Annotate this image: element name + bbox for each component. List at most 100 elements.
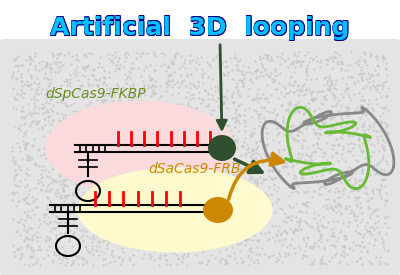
Point xyxy=(308,90,315,94)
Point xyxy=(17,63,24,67)
Point xyxy=(53,110,60,115)
Point xyxy=(207,215,214,220)
Point xyxy=(9,191,16,195)
Point xyxy=(293,228,300,232)
Point xyxy=(20,210,27,214)
Point xyxy=(153,102,159,106)
Point xyxy=(380,148,387,152)
Point xyxy=(296,93,302,97)
Point xyxy=(12,162,18,167)
Point xyxy=(238,211,245,216)
Point xyxy=(318,234,325,238)
Point xyxy=(84,261,90,266)
Point xyxy=(263,158,270,162)
Point xyxy=(290,83,296,87)
Point xyxy=(129,106,135,111)
Point xyxy=(162,112,168,117)
Point xyxy=(260,56,266,60)
Point xyxy=(378,134,384,138)
Point xyxy=(129,191,135,196)
Point xyxy=(24,236,31,240)
Point xyxy=(96,244,102,249)
Point xyxy=(196,224,203,229)
Point xyxy=(98,186,104,190)
Point xyxy=(330,230,336,235)
Point xyxy=(95,118,101,122)
Point xyxy=(338,124,344,128)
Point xyxy=(277,62,284,67)
Point xyxy=(204,192,210,196)
Point xyxy=(250,230,257,234)
Point xyxy=(344,220,351,224)
Point xyxy=(234,63,240,68)
Point xyxy=(180,181,186,185)
Point xyxy=(272,78,278,82)
Point xyxy=(303,70,309,75)
Point xyxy=(375,72,382,76)
Point xyxy=(300,201,306,206)
Text: Artificial  3D  looping: Artificial 3D looping xyxy=(50,15,350,39)
Point xyxy=(230,210,236,214)
Point xyxy=(266,254,273,258)
Point xyxy=(321,95,327,99)
Point xyxy=(153,84,160,89)
Point xyxy=(154,192,160,196)
Point xyxy=(166,119,172,123)
Point xyxy=(36,106,42,110)
Point xyxy=(234,90,240,94)
Point xyxy=(378,177,384,182)
Point xyxy=(114,59,121,63)
Point xyxy=(19,156,25,161)
Point xyxy=(201,192,208,196)
Point xyxy=(183,158,189,163)
Point xyxy=(246,237,253,241)
Point xyxy=(118,101,124,106)
Point xyxy=(344,87,350,91)
Point xyxy=(109,127,115,132)
Point xyxy=(95,60,102,65)
Point xyxy=(207,162,214,167)
Point xyxy=(88,83,95,87)
Point xyxy=(126,140,132,145)
Point xyxy=(162,80,169,84)
Point xyxy=(117,63,123,68)
Point xyxy=(254,181,260,185)
Point xyxy=(377,193,383,197)
Point xyxy=(56,172,62,177)
Point xyxy=(20,109,26,114)
Point xyxy=(252,200,259,204)
Point xyxy=(115,163,122,167)
Point xyxy=(141,68,147,73)
Point xyxy=(34,87,40,92)
Point xyxy=(130,170,136,174)
Point xyxy=(96,208,102,212)
Point xyxy=(112,134,118,139)
Point xyxy=(225,70,231,75)
Point xyxy=(279,260,285,264)
Point xyxy=(126,177,132,182)
Point xyxy=(42,92,48,97)
Point xyxy=(132,111,138,116)
Point xyxy=(82,123,89,127)
Point xyxy=(132,214,138,218)
Point xyxy=(190,246,196,251)
Point xyxy=(308,163,314,168)
Point xyxy=(36,81,42,85)
Point xyxy=(61,189,67,193)
Point xyxy=(209,216,215,221)
Point xyxy=(349,210,356,214)
Point xyxy=(66,210,73,214)
Point xyxy=(76,111,82,115)
Point xyxy=(266,209,272,213)
Point xyxy=(240,211,246,216)
Point xyxy=(359,171,365,175)
Point xyxy=(310,96,316,100)
Point xyxy=(348,189,354,193)
Point xyxy=(172,249,178,254)
Point xyxy=(12,183,18,187)
Point xyxy=(326,132,332,137)
Point xyxy=(173,239,180,244)
Point xyxy=(164,85,171,89)
Point xyxy=(207,163,214,167)
Point xyxy=(40,164,46,168)
